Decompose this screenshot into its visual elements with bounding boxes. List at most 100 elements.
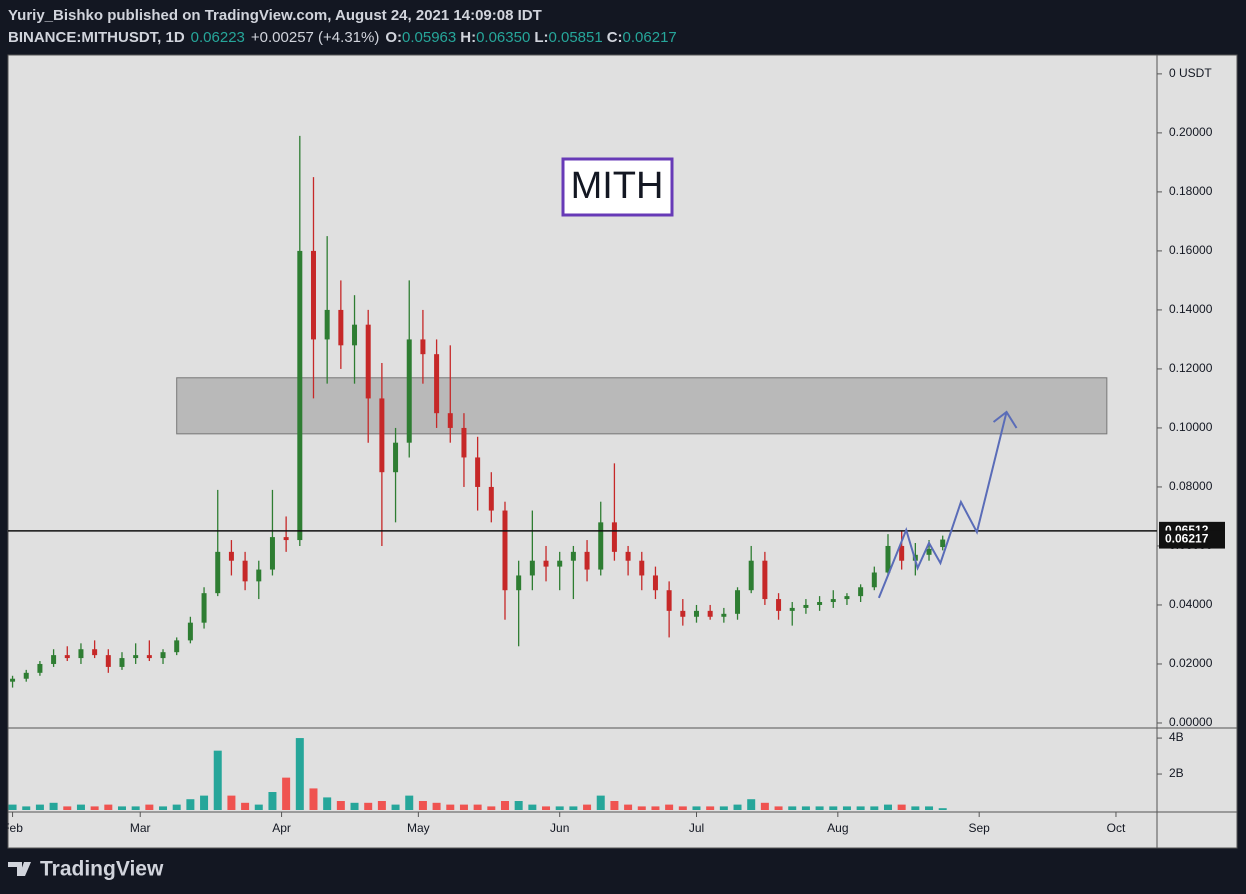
o-label: O:	[385, 29, 402, 46]
volume-bar	[446, 804, 455, 810]
volume-bar	[295, 738, 304, 810]
candle-body	[693, 610, 699, 617]
brand: TradingView	[40, 858, 164, 881]
candle-body	[776, 599, 782, 611]
y-tick-label: 0.14000	[1169, 302, 1213, 316]
volume-bar	[391, 804, 400, 810]
volume-bar	[856, 806, 865, 810]
candle-body	[748, 560, 754, 591]
candle-body	[584, 551, 590, 570]
volume-bar	[104, 804, 113, 810]
y-tick-label: 0.20000	[1169, 125, 1213, 139]
candle-body	[461, 427, 467, 458]
y-tick-label: 0 USDT	[1169, 66, 1212, 80]
candle-body	[201, 593, 207, 623]
y-tick-label: 0.16000	[1169, 243, 1213, 257]
volume-bar	[938, 808, 947, 810]
volume-bar	[35, 804, 44, 810]
volume-bar	[500, 801, 509, 810]
volume-bar	[200, 795, 209, 810]
l-value: 0.05851	[548, 29, 602, 46]
volume-bar	[596, 795, 605, 810]
candle-body	[338, 309, 344, 346]
volume-bar	[459, 804, 468, 810]
x-tick-label: May	[407, 821, 430, 835]
volume-bar	[49, 802, 58, 810]
candle-body	[215, 551, 221, 594]
candle-body	[680, 610, 686, 617]
candle-body	[242, 560, 248, 582]
volume-bar	[473, 804, 482, 810]
candle-body	[488, 486, 494, 511]
x-tick-label: Jun	[550, 821, 569, 835]
price-label-box	[1159, 530, 1225, 549]
candle-body	[803, 604, 809, 608]
candle-body	[393, 442, 399, 473]
candle-body	[707, 610, 713, 617]
x-tick-label: Aug	[827, 821, 848, 835]
volume-bar	[241, 802, 250, 810]
annotation: MITH	[571, 165, 664, 207]
volume-bar	[145, 804, 154, 810]
volume-bar	[528, 804, 537, 810]
volume-bar	[117, 806, 126, 810]
volume-bar	[747, 799, 756, 810]
h-value: 0.06350	[476, 29, 530, 46]
volume-bar	[282, 777, 291, 810]
annotation-box	[561, 157, 674, 217]
logo-icon	[8, 862, 31, 876]
candle-body	[789, 607, 795, 611]
candle-body	[187, 622, 193, 641]
x-tick-label: Jul	[689, 821, 704, 835]
volume-bar	[651, 806, 660, 810]
volume-bar	[788, 806, 797, 810]
volume-bar	[213, 750, 222, 810]
candle-body	[639, 560, 645, 576]
volume-bar	[227, 795, 236, 810]
candle-body	[283, 537, 289, 541]
volume-bar	[364, 802, 373, 810]
change: +0.00257 (+4.31%)	[251, 29, 379, 46]
volume-tick-label: 2B	[1169, 766, 1184, 780]
volume-bar	[842, 806, 851, 810]
volume-tick-label: 4B	[1169, 730, 1184, 744]
candle-body	[871, 572, 877, 588]
candle-body	[447, 413, 453, 428]
candle-body	[420, 339, 426, 355]
volume-bar	[418, 801, 427, 810]
candle-body	[735, 590, 741, 614]
volume-bar	[897, 804, 906, 810]
candle-body	[858, 587, 864, 597]
volume-bar	[254, 804, 263, 810]
y-tick-label: 0.10000	[1169, 420, 1213, 434]
candle-body	[297, 250, 303, 541]
candle-body	[51, 655, 57, 664]
candle-body	[256, 569, 262, 582]
volume-bar	[815, 806, 824, 810]
candle-body	[529, 560, 535, 576]
volume-bar	[665, 804, 674, 810]
candle-body	[434, 354, 440, 414]
volume-bar	[514, 801, 523, 810]
candle-body	[406, 339, 412, 443]
candle-body	[721, 613, 727, 617]
x-tick-label: Feb	[2, 821, 23, 835]
header-line-2: BINANCE:MITHUSDT, 1D 0.06223 +0.00257 (+4.…	[8, 29, 677, 46]
price-label: 0.06217	[1165, 532, 1209, 546]
candle-body	[899, 545, 905, 561]
volume-bar	[774, 806, 783, 810]
c-value: 0.06217	[623, 29, 677, 46]
candle-body	[926, 548, 932, 555]
candle-body	[598, 522, 604, 570]
candle-body	[885, 545, 891, 573]
volume-bar	[760, 802, 769, 810]
volume-bar	[637, 806, 646, 810]
candle-body	[611, 522, 617, 552]
candle-body	[146, 655, 152, 659]
candle-body	[92, 649, 98, 656]
volume-bar	[583, 804, 592, 810]
c-label: C:	[607, 29, 623, 46]
o-value: 0.05963	[402, 29, 456, 46]
h-label: H:	[460, 29, 476, 46]
